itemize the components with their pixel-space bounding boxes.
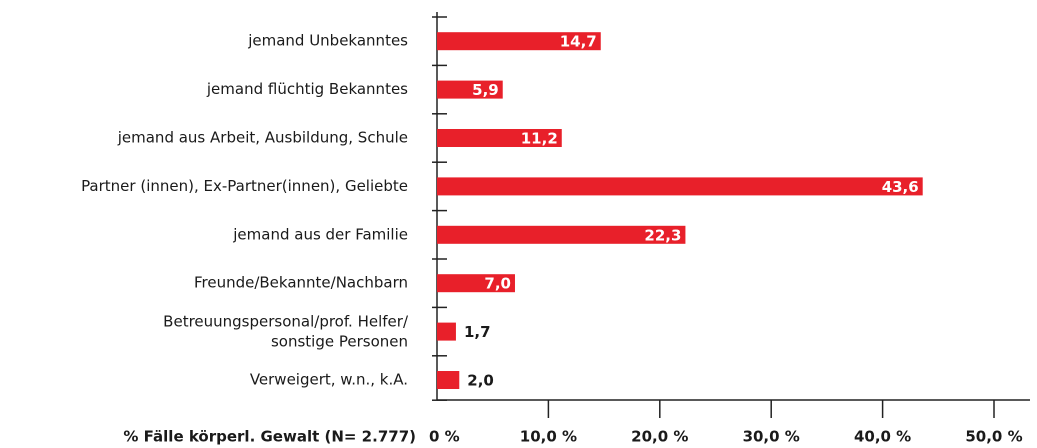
category-label: jemand aus Arbeit, Ausbildung, Schule xyxy=(117,129,408,147)
value-label: 11,2 xyxy=(521,130,558,148)
value-label: 14,7 xyxy=(560,33,597,51)
bar xyxy=(437,80,503,99)
category-label: jemand aus der Familie xyxy=(232,225,408,243)
bar xyxy=(437,371,460,389)
x-tick-label: 30,0 % xyxy=(743,428,800,446)
category-label: Betreuungspersonal/prof. Helfer/sonstige… xyxy=(163,312,409,350)
value-label: 22,3 xyxy=(644,226,681,244)
category-label: Partner (innen), Ex-Partner(innen), Geli… xyxy=(81,177,408,195)
value-label: 7,0 xyxy=(484,275,511,293)
x-tick-label: 50,0 % xyxy=(965,428,1022,446)
bar xyxy=(437,32,601,51)
value-label: 5,9 xyxy=(472,81,499,99)
x-tick-label: 0 % xyxy=(429,428,460,446)
category-label: Verweigert, w.n., k.A. xyxy=(250,371,408,389)
bar xyxy=(437,274,515,293)
category-label: jemand flüchtig Bekanntes xyxy=(206,80,408,98)
category-label: jemand Unbekanntes xyxy=(247,32,408,50)
bar xyxy=(437,177,923,196)
value-label: 1,7 xyxy=(464,323,491,341)
x-tick-label: 40,0 % xyxy=(854,428,911,446)
value-label: 2,0 xyxy=(467,372,494,390)
bar xyxy=(437,322,456,341)
bar xyxy=(437,225,686,244)
category-label: Freunde/Bekannte/Nachbarn xyxy=(194,274,408,292)
x-tick-label: 10,0 % xyxy=(520,428,577,446)
x-axis-label: % Fälle körperl. Gewalt (N= 2.777) xyxy=(123,428,416,446)
bar xyxy=(437,129,562,147)
value-label: 43,6 xyxy=(882,178,919,196)
x-tick-label: 20,0 % xyxy=(631,428,688,446)
